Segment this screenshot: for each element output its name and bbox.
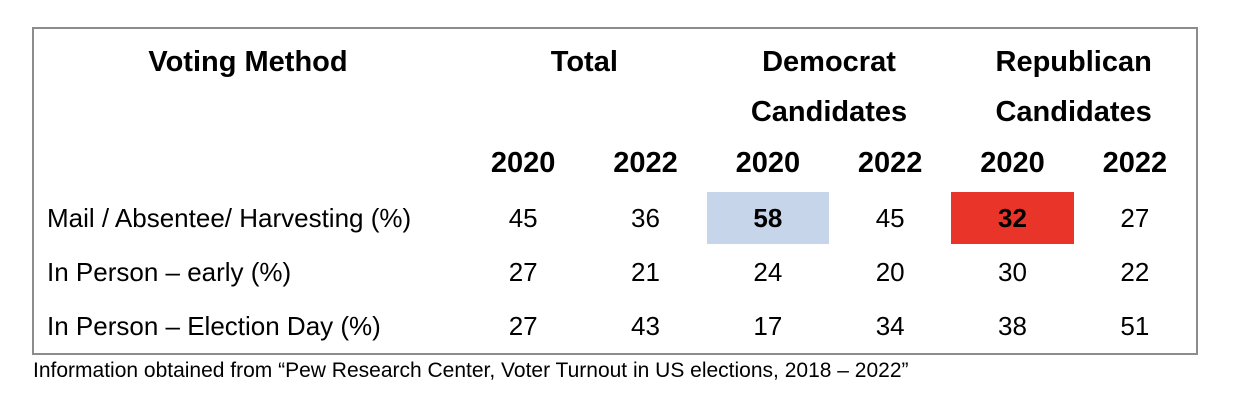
voting-method-table: Voting Method Total Democrat Candidates … — [32, 27, 1198, 355]
value-cell: 24 — [753, 256, 783, 287]
year-header: 2020 — [490, 146, 556, 179]
value-cell: 34 — [875, 310, 905, 341]
value-cell: 43 — [631, 310, 660, 341]
value-cell: 17 — [753, 310, 783, 341]
value-cell: 27 — [1120, 202, 1150, 233]
value-cell: 27 — [508, 310, 538, 341]
row-label-in-person-election-day: In Person – Election Day (%) — [47, 310, 381, 341]
column-header-voting-method-label: Voting Method — [148, 46, 348, 78]
value-cell: 45 — [875, 202, 905, 233]
value-cell: 45 — [508, 202, 538, 233]
year-header: 2022 — [613, 146, 678, 179]
row-label-mail-absentee-harvesting: Mail / Absentee/ Harvesting (%) — [47, 202, 412, 233]
spacer-cell — [34, 135, 462, 191]
source-citation: Information obtained from “Pew Research … — [33, 359, 909, 382]
group-header-republican-candidates-label: Republican Candidates — [995, 46, 1152, 128]
year-header: 2020 — [735, 146, 801, 179]
group-header-republican-candidates: Republican Candidates — [951, 29, 1196, 135]
column-header-voting-method: Voting Method — [34, 29, 462, 135]
value-cell: 22 — [1120, 256, 1150, 287]
year-header: 2022 — [857, 146, 923, 179]
year-header: 2020 — [980, 146, 1045, 179]
highlighted-value-democrat-2020: 58 — [706, 192, 829, 244]
value-cell: 30 — [998, 256, 1027, 287]
group-header-democrat-candidates: Democrat Candidates — [707, 29, 952, 135]
value-cell: 20 — [875, 256, 905, 287]
value-cell: 58 — [706, 191, 829, 245]
group-header-democrat-candidates-label: Democrat Candidates — [750, 46, 908, 128]
value-cell: 21 — [631, 256, 660, 287]
group-header-total: Total — [462, 29, 707, 135]
value-cell: 32 — [951, 191, 1074, 245]
group-header-total-label: Total — [550, 46, 618, 78]
value-cell: 36 — [631, 202, 660, 233]
table-grid: Voting Method Total Democrat Candidates … — [34, 29, 1196, 353]
row-label-in-person-early: In Person – early (%) — [47, 256, 292, 287]
value-cell: 27 — [508, 256, 538, 287]
highlighted-value-republican-2020: 32 — [951, 192, 1074, 244]
value-cell: 38 — [998, 310, 1027, 341]
value-cell: 51 — [1120, 310, 1150, 341]
year-header: 2022 — [1102, 146, 1168, 179]
